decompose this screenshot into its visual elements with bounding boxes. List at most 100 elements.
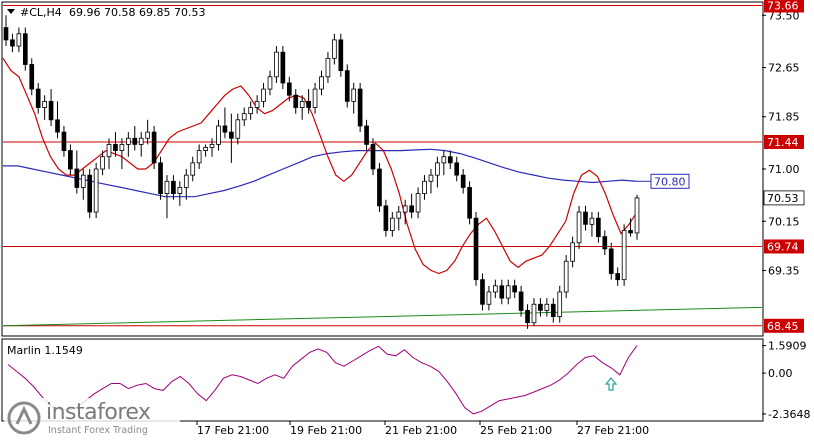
osc-tick-label: 0.00 [768,367,793,380]
candle-body [602,236,608,250]
candle-body [209,144,215,148]
ma-value-label: 70.80 [654,175,686,188]
price-tick-label: 70.15 [768,215,800,228]
candle-body [74,168,80,188]
logo-brand: instaforex [46,400,151,425]
candle-body [164,180,170,194]
candle-body [35,88,41,108]
candle-body [248,107,254,115]
candle-body [216,125,221,145]
candle-body [628,230,633,234]
candle-body [100,156,105,170]
price-tick-label: 71.85 [768,111,800,124]
candle-body [280,51,286,84]
candle-body [241,113,247,121]
ohlc-readout: 69.96 70.58 69.85 70.53 [69,6,205,19]
candle-body [235,119,241,139]
price-axis: 73.50 72.65 71.85 71.00 70.15 69.35 73.66 71.44… [637,0,805,333]
ma-slow-line [3,148,638,198]
candle-body [344,70,350,102]
candle-body [608,248,614,274]
up-arrow-icon [604,377,618,391]
price-tick-label: 71.00 [768,163,800,176]
candle-body [531,303,537,324]
candle-body [22,33,28,65]
candle-body [383,205,389,231]
candle-body [267,76,273,90]
oscillator: 1.5909 0.00 -2.3648 [7,340,810,421]
indicator-panel-frame [1,338,764,422]
candle-body [364,125,369,145]
candle-body [261,88,266,102]
candle-body [525,310,530,324]
candle-body [409,205,414,213]
candle-body [357,88,363,127]
candle-body [319,76,324,90]
candle-body [61,131,67,151]
candle-body [119,144,125,151]
candle-body [505,285,511,299]
candle-body [428,174,434,182]
price-tick-label: 69.35 [768,264,800,277]
candle-body [370,144,376,170]
level-tag [764,239,804,254]
candle-body [138,137,144,145]
candle-body [454,162,460,176]
candle-body [402,205,408,213]
candle-body [126,137,131,145]
time-tick-label: 17 Feb 21:00 [197,424,269,437]
candle-body [48,100,54,121]
candle-body [312,88,318,108]
candle-body [512,285,517,293]
oscillator-line [7,345,638,415]
candle-body [10,39,15,47]
time-tick-label: 21 Feb 21:00 [385,424,457,437]
time-tick-label: 27 Feb 21:00 [577,424,649,437]
candle-body [106,144,112,158]
candle-body [299,100,305,108]
candle-body [634,197,640,234]
candle-body [441,156,447,164]
candle-body [222,125,228,133]
candle-body [177,187,183,194]
candle-body [557,291,563,317]
osc-tick-label: 1.5909 [768,340,807,353]
logo-tagline: Instant Forex Trading [48,425,148,436]
candle-body [435,162,440,176]
candle-body [499,285,505,299]
candle-body [493,285,498,293]
candle-body [16,33,22,47]
moving-averages [2,57,638,275]
candle-body [229,131,234,139]
candle-body [583,211,588,225]
candle-body [447,156,453,164]
candle-body [293,94,299,108]
level-tag-label: 69.74 [767,240,799,253]
candle-body [203,147,208,151]
candle-body [151,131,157,164]
level-lines [3,4,762,327]
candle-body [80,174,86,188]
time-axis: 17 Feb 21:00 19 Feb 21:00 21 Feb 21:00 25 F… [196,421,649,437]
candle-body [158,162,163,194]
candle-body [113,144,118,151]
candle-body [615,273,621,281]
price-tick-label: 72.65 [768,62,800,75]
symbol-dropdown-icon[interactable] [7,9,15,14]
candle-body [480,279,485,305]
candle-body [274,51,279,78]
candle-body [29,64,35,90]
candle-body [473,217,479,281]
candle-body [486,291,492,305]
candle-body [518,291,524,311]
ma-value-tag [650,173,690,189]
candle-body [422,180,427,194]
candle-body [3,27,9,41]
time-tick-label: 19 Feb 21:00 [290,424,362,437]
candle-body [93,168,99,213]
candle-body [145,131,150,139]
indicator-title: Marlin 1.1549 [7,344,83,357]
candle-body [196,150,202,164]
ma-fast-line [2,57,638,275]
